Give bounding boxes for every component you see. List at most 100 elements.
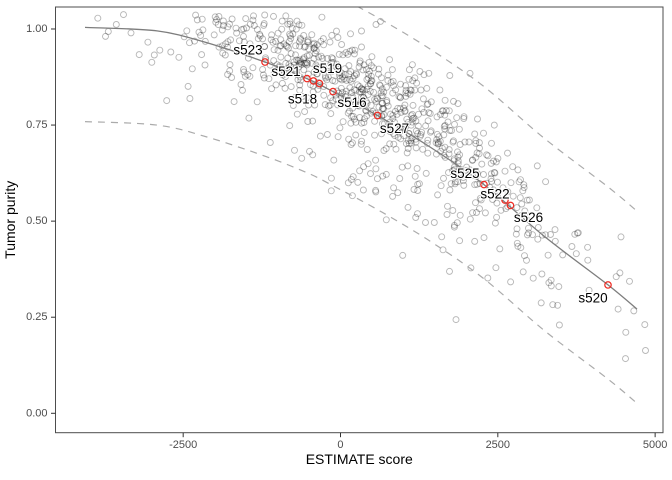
- scatter-point: [547, 276, 555, 284]
- scatter-point: [186, 95, 194, 102]
- scatter-point: [386, 118, 394, 126]
- scatter-point: [476, 205, 483, 213]
- scatter-point: [404, 203, 412, 211]
- scatter-point: [407, 121, 415, 129]
- scatter-point: [547, 231, 554, 238]
- scatter-point: [450, 223, 458, 231]
- scatter-point: [362, 66, 370, 73]
- scatter-point: [195, 28, 203, 36]
- scatter-point: [436, 137, 444, 145]
- scatter-point: [432, 139, 440, 147]
- scatter-point: [641, 321, 649, 329]
- scatter-point: [359, 86, 367, 94]
- scatter-point: [261, 43, 268, 50]
- scatter-point: [454, 153, 462, 161]
- scatter-point: [514, 242, 522, 250]
- scatter-point: [435, 133, 443, 141]
- scatter-point: [300, 32, 308, 39]
- highlighted-point-s527: [373, 111, 382, 120]
- scatter-point: [339, 89, 346, 96]
- scatter-point: [120, 11, 127, 19]
- scatter-point: [451, 120, 458, 128]
- scatter-point: [329, 59, 337, 67]
- scatter-point: [519, 187, 527, 195]
- y-axis: 0.00 0.25 0.50 0.75 1.00: [26, 23, 56, 419]
- scatter-point: [442, 107, 450, 115]
- scatter-point: [337, 84, 345, 92]
- scatter-point: [338, 41, 346, 48]
- scatter-point: [396, 125, 404, 132]
- scatter-point: [361, 115, 368, 123]
- scatter-point: [482, 190, 490, 198]
- scatter-point: [441, 122, 449, 129]
- scatter-point: [368, 53, 376, 61]
- scatter-point: [224, 71, 232, 78]
- scatter-point: [294, 57, 302, 65]
- scatter-point: [289, 102, 297, 109]
- scatter-point: [499, 184, 507, 192]
- scatter-point: [312, 61, 320, 69]
- scatter-point: [338, 76, 346, 84]
- scatter-point: [439, 107, 447, 115]
- scatter-point: [509, 163, 517, 171]
- scatter-point: [396, 93, 404, 101]
- scatter-point: [573, 229, 581, 237]
- scatter-point: [462, 166, 470, 174]
- scatter-point: [254, 35, 262, 43]
- scatter-point: [403, 115, 411, 123]
- scatter-point: [313, 70, 321, 78]
- scatter-point: [295, 63, 303, 71]
- scatter-point: [358, 27, 365, 35]
- scatter-point: [244, 54, 252, 62]
- scatter-point: [396, 175, 404, 182]
- scatter-point: [378, 130, 385, 138]
- scatter-point: [300, 55, 307, 63]
- scatter-point: [412, 144, 420, 152]
- scatter-point: [388, 66, 396, 74]
- scatter-point: [534, 235, 542, 243]
- scatter-point: [397, 135, 405, 143]
- scatter-point: [395, 93, 403, 101]
- y-tick-label: 1.00: [26, 23, 47, 35]
- scatter-point: [246, 72, 254, 80]
- scatter-point: [456, 141, 464, 148]
- scatter-point: [366, 80, 374, 88]
- scatter-point: [360, 61, 368, 69]
- scatter-point: [425, 109, 433, 117]
- x-tick-label: -2500: [169, 439, 197, 451]
- scatter-point: [356, 167, 364, 175]
- scatter-point: [378, 120, 386, 128]
- scatter-point: [408, 61, 416, 69]
- scatter-point: [310, 40, 318, 48]
- scatter-point: [354, 101, 362, 109]
- scatter-point: [309, 88, 317, 96]
- scatter-point: [404, 145, 412, 152]
- scatter-point: [327, 187, 335, 195]
- scatter-point: [403, 149, 411, 157]
- scatter-point: [414, 130, 422, 137]
- scatter-point: [358, 43, 365, 51]
- scatter-point: [198, 15, 206, 23]
- scatter-point: [418, 105, 426, 113]
- scatter-point: [513, 204, 521, 212]
- scatter-point: [413, 79, 421, 87]
- scatter-point: [301, 108, 309, 116]
- scatter-point: [469, 156, 477, 164]
- scatter-point: [378, 99, 386, 107]
- scatter-point: [259, 35, 267, 43]
- scatter-point: [284, 20, 292, 28]
- scatter-point: [364, 82, 372, 90]
- scatter-point: [344, 50, 352, 58]
- y-axis-title: Tumor purity: [2, 181, 18, 259]
- scatter-point: [224, 38, 232, 46]
- scatter-point: [542, 178, 550, 186]
- scatter-point: [348, 88, 356, 96]
- scatter-point: [391, 132, 399, 139]
- scatter-point: [433, 136, 441, 144]
- scatter-point: [630, 307, 638, 315]
- scatter-point: [308, 59, 316, 67]
- x-tick-label: 2500: [486, 439, 510, 451]
- scatter-point: [362, 97, 370, 105]
- scatter-point: [303, 94, 311, 102]
